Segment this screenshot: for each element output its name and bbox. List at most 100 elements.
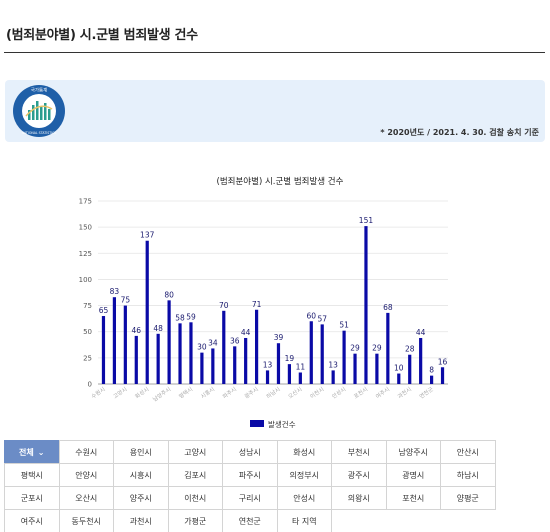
bars [101, 226, 445, 384]
filter-button-all[interactable]: 전체 ⌄ [4, 440, 60, 464]
filter-button[interactable]: 부천시 [331, 440, 387, 464]
filter-button[interactable]: 타 지역 [276, 509, 332, 532]
filter-button[interactable]: 이천시 [167, 486, 223, 510]
x-tick-label: 하남시 [265, 385, 282, 400]
filter-button[interactable]: 남양주시 [385, 440, 441, 464]
legend: 발생건수 [250, 419, 296, 429]
filter-button[interactable]: 김포시 [167, 463, 223, 487]
national-statistics-logo: 국가통계 NATIONAL STATISTICS [13, 85, 65, 137]
filter-button[interactable]: 하남시 [440, 463, 496, 487]
bar[interactable] [386, 312, 390, 384]
filter-button[interactable]: 용인시 [113, 440, 169, 464]
x-tick-label: 고양시 [111, 385, 128, 400]
bar[interactable] [287, 364, 292, 384]
bar[interactable] [233, 346, 237, 384]
bar[interactable] [101, 316, 106, 384]
filter-button[interactable]: 군포시 [4, 486, 60, 510]
bar[interactable] [211, 348, 215, 384]
bar[interactable] [112, 297, 117, 384]
data-label: 11 [296, 362, 306, 371]
bar[interactable] [156, 333, 160, 384]
filter-button[interactable]: 의왕시 [331, 486, 387, 510]
bar[interactable] [298, 372, 302, 384]
data-label: 48 [153, 324, 163, 333]
x-tick-label: 여주시 [374, 385, 391, 400]
bar[interactable] [320, 324, 324, 384]
bar[interactable] [397, 373, 401, 384]
filter-button[interactable]: 안산시 [440, 440, 496, 464]
filter-button[interactable]: 연천군 [222, 509, 278, 532]
bar[interactable] [353, 353, 357, 384]
data-label: 16 [438, 357, 448, 366]
legend-label: 발생건수 [268, 419, 296, 429]
data-label: 65 [99, 306, 109, 315]
bar[interactable] [331, 370, 335, 384]
data-label: 36 [230, 336, 240, 345]
bar[interactable] [145, 240, 149, 384]
bar[interactable] [178, 323, 182, 384]
filter-button[interactable]: 안양시 [58, 463, 114, 487]
bar[interactable] [200, 352, 204, 384]
filter-button[interactable]: 파주시 [222, 463, 278, 487]
filter-button[interactable]: 양평군 [440, 486, 496, 510]
bar[interactable] [222, 310, 226, 384]
filter-button[interactable]: 광주시 [331, 463, 387, 487]
x-tick-label: 남양주시 [151, 385, 172, 403]
filter-button[interactable]: 가평군 [167, 509, 223, 532]
filter-button[interactable]: 여주시 [4, 509, 60, 532]
chart-title: (범죄분야별) 시.군별 범죄발생 건수 [217, 176, 344, 187]
x-tick-label: 광주시 [243, 386, 259, 400]
filter-button[interactable]: 의정부시 [276, 463, 332, 487]
filter-button[interactable]: 수원시 [58, 440, 114, 464]
chevron-down-icon: ⌄ [37, 447, 45, 457]
filter-button[interactable]: 구리시 [222, 486, 278, 510]
bar[interactable] [276, 343, 281, 384]
y-tick-label: 50 [83, 328, 92, 336]
bar[interactable] [440, 367, 445, 384]
x-tick-label: 포천시 [352, 385, 369, 400]
data-label: 8 [429, 366, 434, 375]
bar[interactable] [364, 226, 368, 384]
bar[interactable] [375, 353, 379, 384]
bar[interactable] [167, 300, 171, 384]
bar[interactable] [408, 354, 412, 384]
filter-button[interactable]: 안성시 [276, 486, 332, 510]
logo-subtext: NATIONAL STATISTICS [22, 131, 57, 135]
filter-button[interactable]: 과천시 [113, 509, 169, 532]
bar[interactable] [123, 305, 127, 384]
filter-button[interactable]: 화성시 [276, 440, 332, 464]
filter-button[interactable]: 시흥시 [113, 463, 169, 487]
bar[interactable] [429, 375, 434, 384]
bar[interactable] [342, 330, 346, 384]
y-tick-label: 25 [83, 354, 92, 362]
x-tick-label: 수원시 [90, 385, 107, 400]
filter-button[interactable]: 동두천시 [58, 509, 114, 532]
bar[interactable] [244, 337, 248, 384]
y-tick-label: 125 [79, 250, 92, 258]
filter-button[interactable]: 광명시 [385, 463, 441, 487]
bar[interactable] [134, 335, 138, 384]
filter-button[interactable]: 고양시 [167, 440, 223, 464]
bar[interactable] [254, 309, 259, 384]
bar[interactable] [419, 337, 423, 384]
data-label: 13 [328, 360, 338, 369]
info-box: 국가통계 NATIONAL STATISTICS * 2020년도 / 2021… [5, 80, 545, 142]
filter-button[interactable]: 성남시 [222, 440, 278, 464]
data-label: 29 [372, 344, 382, 353]
filter-button[interactable]: 포천시 [385, 486, 441, 510]
bar[interactable] [265, 370, 270, 384]
x-tick-label: 이천시 [308, 385, 325, 400]
filter-button[interactable]: 오산시 [58, 486, 114, 510]
bar[interactable] [309, 321, 313, 384]
data-label: 59 [186, 312, 196, 321]
data-label: 19 [285, 354, 295, 363]
data-label: 75 [121, 296, 131, 305]
bar[interactable] [189, 322, 193, 384]
filter-button[interactable]: 평택시 [4, 463, 60, 487]
data-label: 80 [164, 290, 174, 299]
page-title: (범죄분야별) 시.군별 범죄발생 건수 [6, 28, 198, 43]
filter-button[interactable]: 양주시 [113, 486, 169, 510]
x-tick-label: 파주시 [221, 385, 238, 400]
